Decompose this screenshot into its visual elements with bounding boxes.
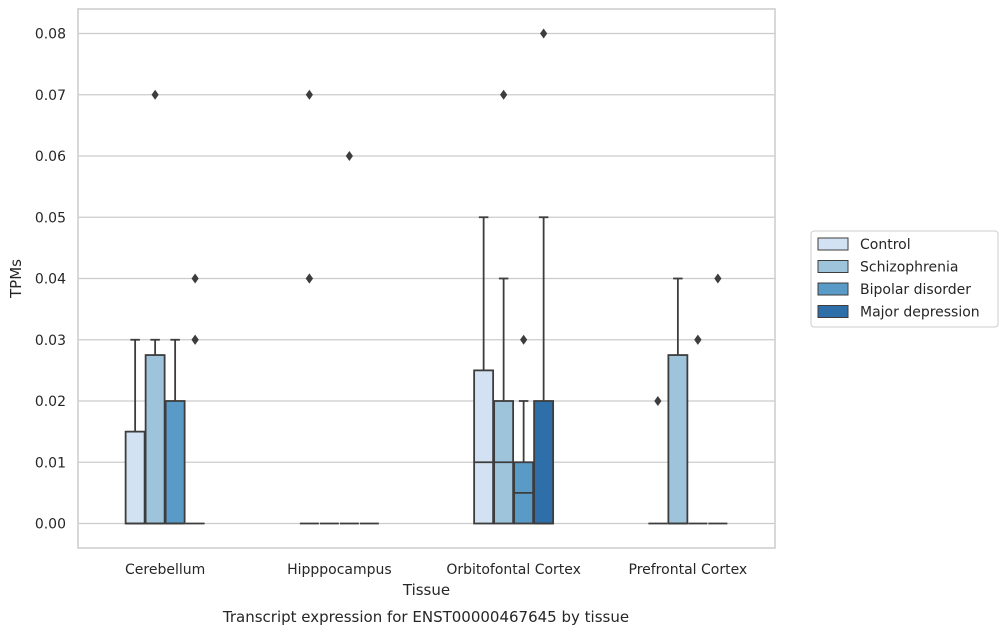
box <box>339 151 359 525</box>
legend-label: Schizophrenia <box>860 260 958 276</box>
x-tick-label: Hipppocampus <box>287 562 392 578</box>
outlier-point <box>191 334 199 345</box>
outlier-point <box>500 89 508 100</box>
plot-frame <box>77 8 776 549</box>
x-axis-label: Tissue <box>402 581 450 599</box>
outlier-point <box>714 273 722 284</box>
legend-item: Control <box>817 237 911 253</box>
legend-label: Major depression <box>860 305 980 321</box>
box-body <box>667 354 689 525</box>
series-major-depression <box>185 28 728 525</box>
outlier-point <box>520 334 528 345</box>
outlier-point <box>654 396 662 406</box>
box-plot-series <box>124 28 728 525</box>
box <box>144 89 166 525</box>
x-tick-label: Cerebellum <box>125 562 205 578</box>
box <box>164 338 186 525</box>
box <box>299 89 319 525</box>
y-tick-label: 0.03 <box>35 333 66 349</box>
y-tick-label: 0.04 <box>35 272 66 288</box>
legend-items: Control Schizophrenia Bipolar disorder Majo… <box>817 237 980 321</box>
legend-item: Bipolar disorder <box>817 282 971 298</box>
y-axis-label: TPMs <box>7 259 25 299</box>
x-tick-label: Orbitofontal Cortex <box>446 562 581 578</box>
y-tick-label: 0.07 <box>35 88 66 104</box>
x-axis-ticks: Cerebellum Hipppocampus Orbitofontal Corte… <box>125 562 747 578</box>
box-body <box>144 354 166 525</box>
outlier-point <box>540 28 548 39</box>
box <box>648 396 668 525</box>
y-tick-label: 0.08 <box>35 27 66 43</box>
box <box>185 273 205 525</box>
box-body <box>124 430 146 525</box>
legend-frame <box>810 230 999 328</box>
outlier-point <box>305 273 313 284</box>
y-tick-label: 0.00 <box>35 517 66 533</box>
series-control <box>124 89 668 525</box>
y-tick-label: 0.01 <box>35 455 66 471</box>
box <box>708 273 728 525</box>
y-tick-label: 0.05 <box>35 210 66 226</box>
legend-swatch <box>817 237 849 251</box>
box <box>124 338 146 525</box>
box-body <box>164 400 186 525</box>
box <box>533 28 555 525</box>
y-tick-label: 0.06 <box>35 149 66 165</box>
legend-swatch <box>817 260 849 273</box>
series-bipolar-disorder <box>164 151 708 525</box>
box <box>667 277 689 525</box>
legend: Control Schizophrenia Bipolar disorder Majo… <box>810 230 999 328</box>
y-axis-ticks: 0.00 0.01 0.02 0.03 0.04 0.05 0.06 0.07 0.08 <box>35 27 66 533</box>
box-body <box>533 400 555 525</box>
box-body <box>473 369 495 525</box>
series-schizophrenia <box>144 89 689 525</box>
legend-swatch <box>817 282 849 296</box>
x-tick-label: Prefrontal Cortex <box>629 562 748 578</box>
legend-swatch <box>817 305 849 318</box>
outlier-point <box>694 334 702 345</box>
outlier-point <box>305 89 313 100</box>
legend-label: Bipolar disorder <box>860 282 971 298</box>
chart-caption: Transcript expression for ENST0000046764… <box>222 608 629 626</box>
box <box>473 216 495 525</box>
outlier-point <box>345 151 353 161</box>
outlier-point <box>151 89 159 100</box>
y-tick-label: 0.02 <box>35 394 66 410</box>
box <box>513 334 535 525</box>
legend-label: Control <box>860 237 911 253</box>
legend-item: Major depression <box>817 305 980 321</box>
box <box>493 89 515 525</box>
legend-item: Schizophrenia <box>817 260 958 276</box>
outlier-point <box>191 273 199 284</box>
box <box>688 334 708 525</box>
